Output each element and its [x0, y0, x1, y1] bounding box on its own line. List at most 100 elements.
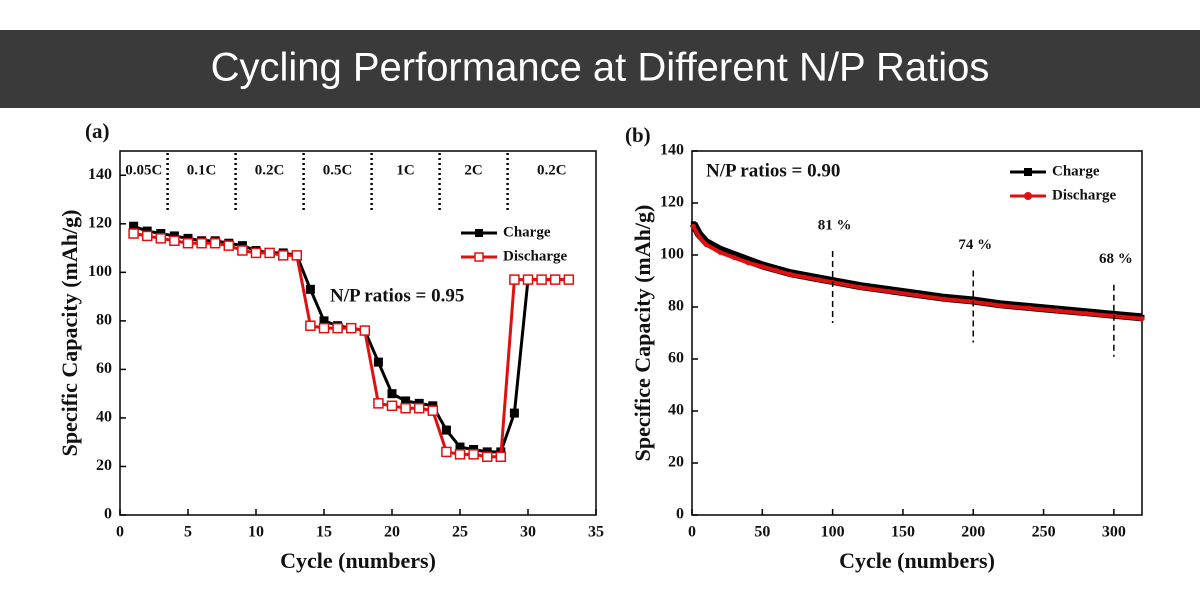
- legend-marker: [1024, 192, 1032, 200]
- marker: [196, 237, 207, 249]
- y-tick-label: 60: [668, 350, 684, 367]
- marker: [373, 398, 384, 409]
- legend-label: Discharge: [1052, 187, 1116, 203]
- y-tick-label: 80: [668, 298, 684, 315]
- x-tick-label: 0: [116, 524, 124, 541]
- marker: [942, 296, 948, 302]
- x-tick-label: 15: [316, 524, 332, 541]
- marker: [690, 223, 696, 229]
- panel-label: (b): [625, 123, 651, 147]
- region-label: 1C: [396, 162, 414, 178]
- marker: [129, 221, 139, 231]
- marker: [696, 234, 702, 240]
- y-tick-label: 40: [96, 409, 112, 426]
- marker: [731, 255, 737, 261]
- y-tick-label: 100: [660, 246, 684, 263]
- marker: [441, 446, 452, 458]
- title-bar: [0, 30, 1200, 108]
- marker: [141, 230, 153, 242]
- plot-frame: [119, 150, 597, 516]
- page-title: Cycling Performance at Different N/P Rat…: [211, 46, 990, 90]
- marker: [237, 245, 248, 256]
- x-tick-label: 200: [961, 524, 985, 541]
- y-tick-label: 120: [88, 214, 112, 231]
- x-tick-label: 300: [1102, 524, 1126, 541]
- marker: [427, 405, 439, 416]
- marker: [305, 284, 315, 294]
- marker: [787, 272, 793, 277]
- retention-label: 81 %: [818, 217, 852, 233]
- y-tick-label: 0: [676, 506, 684, 523]
- marker: [264, 247, 275, 259]
- marker: [155, 233, 167, 244]
- marker: [182, 237, 194, 249]
- marker: [305, 320, 316, 331]
- retention-label: 68 %: [1099, 251, 1133, 267]
- legend-marker: [474, 252, 484, 262]
- marker: [400, 402, 411, 414]
- marker: [277, 250, 289, 261]
- x-tick-label: 150: [891, 524, 915, 541]
- marker: [858, 285, 864, 290]
- marker: [319, 316, 329, 326]
- y-tick-label: 40: [668, 402, 684, 419]
- marker: [250, 247, 262, 259]
- region-label: 0.2C: [255, 162, 285, 178]
- marker: [441, 425, 451, 435]
- x-tick-label: 35: [588, 524, 604, 541]
- marker: [759, 264, 765, 270]
- marker: [522, 274, 534, 285]
- series-line: [691, 225, 1143, 321]
- series-line: [689, 221, 1143, 322]
- marker: [731, 252, 737, 258]
- y-tick-label: 20: [96, 457, 112, 474]
- legend-marker: [475, 229, 483, 237]
- marker: [223, 240, 235, 251]
- retention-label: 74 %: [958, 237, 992, 253]
- marker: [413, 402, 425, 414]
- y-tick-label: 0: [104, 506, 112, 523]
- marker: [509, 408, 519, 418]
- y-axis-label: Specific Capacity (mAh/g): [57, 210, 82, 457]
- marker: [386, 400, 398, 412]
- marker: [1055, 308, 1061, 314]
- marker: [998, 303, 1004, 309]
- marker: [359, 325, 371, 336]
- marker: [914, 292, 920, 298]
- marker: [495, 451, 507, 463]
- marker: [773, 268, 779, 274]
- x-tick-label: 20: [384, 524, 400, 541]
- marker: [886, 288, 892, 294]
- x-axis-label: Cycle (numbers): [839, 548, 995, 573]
- y-tick-label: 120: [660, 194, 684, 211]
- marker: [745, 257, 751, 263]
- x-tick-label: 100: [821, 524, 845, 541]
- marker: [549, 274, 561, 285]
- x-tick-label: 30: [520, 524, 536, 541]
- y-tick-label: 140: [660, 142, 684, 159]
- marker: [332, 322, 343, 334]
- legend-label: Discharge: [503, 248, 567, 264]
- marker: [703, 242, 709, 248]
- marker: [481, 451, 493, 463]
- marker: [717, 247, 723, 253]
- marker: [1027, 305, 1032, 311]
- annotation: N/P ratios = 0.90: [706, 160, 840, 181]
- marker: [816, 277, 822, 283]
- marker: [345, 322, 357, 334]
- marker: [690, 221, 696, 227]
- panel-label: (a): [85, 119, 110, 143]
- plot-frame: [691, 150, 1143, 516]
- marker: [387, 389, 397, 399]
- legend-label: Charge: [1052, 163, 1100, 179]
- legend-label: Charge: [503, 224, 551, 240]
- marker: [717, 249, 723, 255]
- y-tick-label: 20: [668, 454, 684, 471]
- marker: [745, 260, 751, 266]
- y-tick-label: 100: [88, 263, 112, 280]
- x-tick-label: 25: [452, 524, 468, 541]
- marker: [509, 274, 520, 285]
- marker: [1083, 311, 1089, 316]
- marker: [563, 274, 575, 285]
